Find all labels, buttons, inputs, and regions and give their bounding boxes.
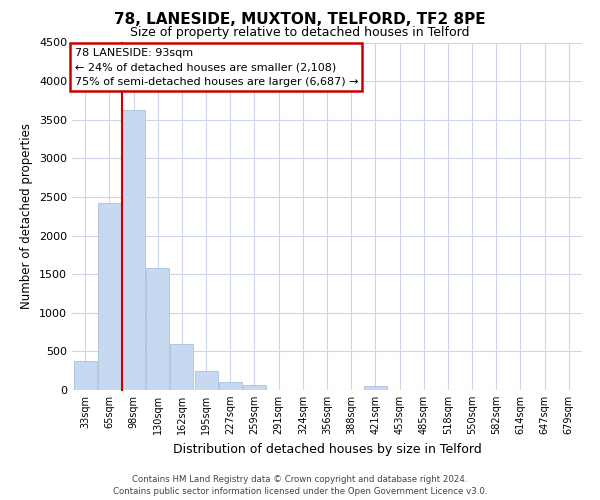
Bar bbox=[243, 386, 266, 390]
Bar bbox=[74, 360, 97, 390]
Text: 78, LANESIDE, MUXTON, TELFORD, TF2 8PE: 78, LANESIDE, MUXTON, TELFORD, TF2 8PE bbox=[114, 12, 486, 28]
Bar bbox=[98, 203, 121, 390]
Bar bbox=[364, 386, 387, 390]
Bar bbox=[219, 382, 242, 390]
Y-axis label: Number of detached properties: Number of detached properties bbox=[20, 123, 34, 309]
Bar bbox=[146, 268, 169, 390]
X-axis label: Distribution of detached houses by size in Telford: Distribution of detached houses by size … bbox=[173, 442, 481, 456]
Text: Size of property relative to detached houses in Telford: Size of property relative to detached ho… bbox=[130, 26, 470, 39]
Text: Contains HM Land Registry data © Crown copyright and database right 2024.
Contai: Contains HM Land Registry data © Crown c… bbox=[113, 474, 487, 496]
Text: 78 LANESIDE: 93sqm
← 24% of detached houses are smaller (2,108)
75% of semi-deta: 78 LANESIDE: 93sqm ← 24% of detached hou… bbox=[74, 48, 358, 86]
Bar bbox=[122, 110, 145, 390]
Bar bbox=[170, 344, 193, 390]
Bar bbox=[194, 372, 218, 390]
